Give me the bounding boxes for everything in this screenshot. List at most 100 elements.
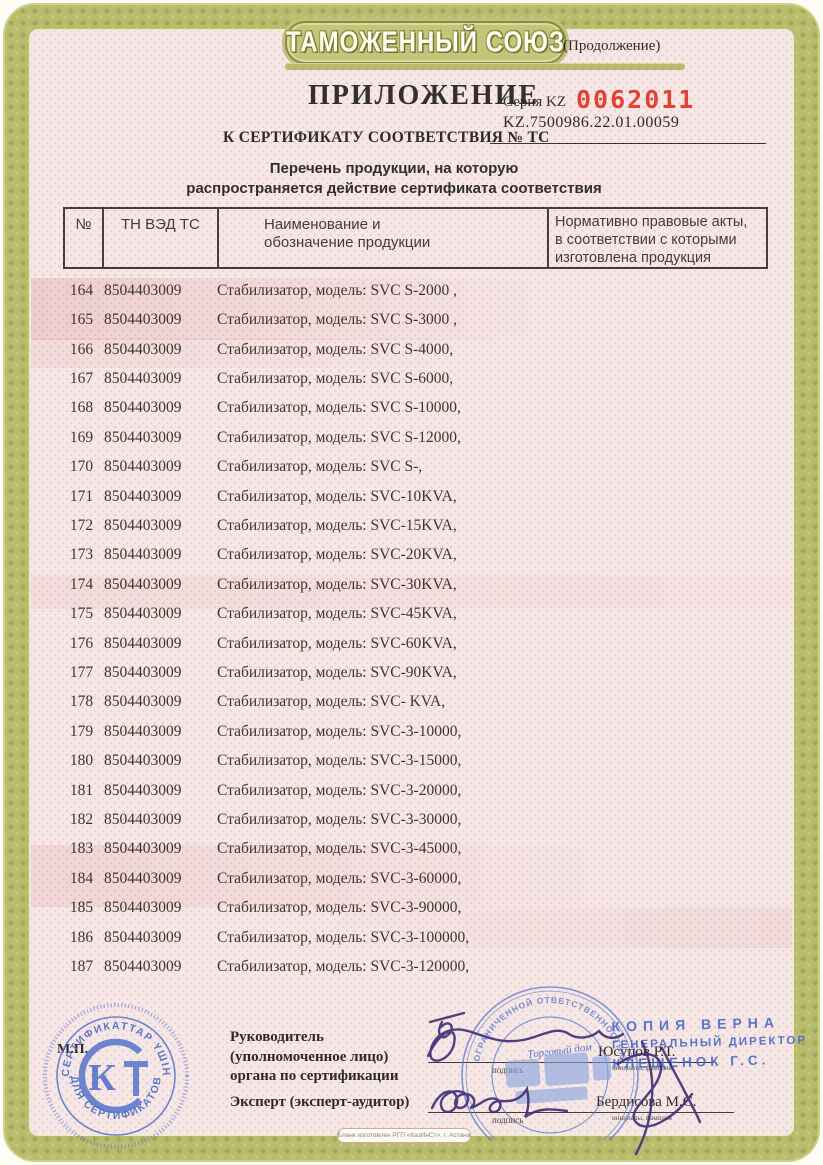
expert-signature (430, 1085, 569, 1118)
row-product-name: Стабилизатор, модель: SVC-3-15000, (217, 752, 462, 770)
director-signature-a (616, 1052, 694, 1128)
table-row: 166 8504403009 Стабилизатор, модель: SVC… (63, 335, 768, 364)
column-header-name-line2: обозначение продукции (264, 234, 431, 251)
table-row: 168 8504403009 Стабилизатор, модель: SVC… (63, 394, 768, 423)
row-tnved-code: 8504403009 (104, 281, 182, 299)
row-tnved-code: 8504403009 (104, 899, 182, 917)
column-header-acts-line2: в соответствии с которыми (555, 232, 737, 248)
row-number: 179 (69, 722, 94, 740)
product-table-body: 164 8504403009 Стабилизатор, модель: SVC… (63, 276, 768, 982)
row-tnved-code: 8504403009 (104, 458, 182, 476)
expert-signature-line (428, 1112, 608, 1113)
head-signature (426, 1028, 625, 1062)
row-product-name: Стабилизатор, модель: SVC-3-100000, (217, 928, 470, 946)
certificate-subtitle: К СЕРТИФИКАТУ СООТВЕТСТВИЯ № ТС (223, 129, 550, 146)
row-tnved-code: 8504403009 (104, 958, 182, 976)
table-row: 181 8504403009 Стабилизатор, модель: SVC… (63, 776, 768, 805)
svg-text:СЕРТИФИКАТТАР ҮШІН: СЕРТИФИКАТТАР ҮШІН (60, 1020, 172, 1077)
column-header-acts: Нормативно правовые акты, в соответствии… (547, 209, 766, 267)
expert-name-caption: инициалы, фамилия (612, 1114, 672, 1122)
director-signature-b (634, 1040, 654, 1156)
handwritten-signatures (426, 1011, 702, 1156)
row-tnved-code: 8504403009 (104, 840, 182, 858)
table-row: 172 8504403009 Стабилизатор, модель: SVC… (63, 511, 768, 540)
blank-manufacturer-note: Бланк изготовлен РГП «КазИнСт», г. Астан… (337, 1128, 471, 1143)
row-number: 182 (69, 811, 94, 829)
row-product-name: Стабилизатор, модель: SVC S-2000 , (217, 281, 458, 299)
row-product-name: Стабилизатор, модель: SVC-60KVA, (217, 634, 457, 652)
banner-underline-bar (285, 63, 685, 70)
row-tnved-code: 8504403009 (104, 399, 182, 417)
row-tnved-code: 8504403009 (104, 311, 182, 329)
customs-union-banner: ТАМОЖЕННЫЙ СОЮЗ (285, 21, 566, 64)
row-tnved-code: 8504403009 (104, 369, 182, 387)
head-role-line2: (уполномоченное лицо) (230, 1048, 389, 1065)
stamp-arc-top-text: СЕРТИФИКАТТАР ҮШІН (60, 1020, 171, 1077)
row-number: 180 (69, 752, 94, 770)
table-row: 180 8504403009 Стабилизатор, модель: SVC… (63, 747, 768, 776)
company-stamp-logo (505, 1052, 612, 1105)
signature-flourish (428, 1011, 466, 1039)
row-tnved-code: 8504403009 (104, 722, 182, 740)
banner-title: ТАМОЖЕННЫЙ СОЮЗ (286, 25, 565, 58)
row-tnved-code: 8504403009 (104, 516, 182, 534)
column-header-num: № (75, 216, 92, 233)
row-number: 181 (69, 781, 94, 799)
row-product-name: Стабилизатор, модель: SVC-3-45000, (217, 840, 462, 858)
row-product-name: Стабилизатор, модель: SVC-30KVA, (217, 575, 457, 593)
certificate-sheet (29, 29, 794, 1136)
row-product-name: Стабилизатор, модель: SVC-10KVA, (217, 487, 457, 505)
row-product-name: Стабилизатор, модель: SVC-3-30000, (217, 811, 462, 829)
row-number: 172 (69, 516, 94, 534)
row-number: 185 (69, 899, 94, 917)
document-title: ПРИЛОЖЕНИЕ (308, 80, 540, 111)
series-label: Серия KZ (503, 94, 567, 110)
product-list-title-line2: распространяется действие сертификата со… (186, 179, 602, 197)
row-product-name: Стабилизатор, модель: SVC- KVA, (217, 693, 446, 711)
expert-role-label: Эксперт (эксперт-аудитор) (230, 1094, 410, 1110)
table-row: 176 8504403009 Стабилизатор, модель: SVC… (63, 629, 768, 658)
row-product-name: Стабилизатор, модель: SVC S-3000 , (217, 311, 458, 329)
row-product-name: Стабилизатор, модель: SVC-90KVA, (217, 663, 457, 681)
certificate-number-underline (490, 143, 766, 144)
row-tnved-code: 8504403009 (104, 428, 182, 446)
row-number: 165 (69, 311, 94, 329)
table-row: 174 8504403009 Стабилизатор, модель: SVC… (63, 570, 768, 599)
continuation-note: (Продолжение) (563, 38, 661, 54)
row-product-name: Стабилизатор, модель: SVC-3-20000, (217, 781, 462, 799)
table-row: 165 8504403009 Стабилизатор, модель: SVC… (63, 305, 768, 334)
head-role-label: Руководитель (уполномоченное лицо) орган… (230, 1028, 398, 1087)
table-row: 182 8504403009 Стабилизатор, модель: SVC… (63, 805, 768, 834)
row-tnved-code: 8504403009 (104, 811, 182, 829)
table-row: 177 8504403009 Стабилизатор, модель: SVC… (63, 658, 768, 687)
head-role-line3: органа по сертификации (230, 1068, 399, 1084)
company-round-stamp: ОГРАНИЧЕННОЙ ОТВЕТСТВЕННОСТЬЮ Торговый д… (461, 986, 639, 1140)
column-header-acts-line1: Нормативно правовые акты, (555, 214, 748, 230)
table-row: 164 8504403009 Стабилизатор, модель: SVC… (63, 276, 768, 305)
certificate-number: KZ.7500986.22.01.00059 (503, 114, 680, 131)
row-product-name: Стабилизатор, модель: SVC-3-90000, (217, 899, 462, 917)
row-product-name: Стабилизатор, модель: SVC-45KVA, (217, 605, 457, 623)
row-number: 178 (69, 693, 94, 711)
column-header-name: Наименование и обозначение продукции (217, 209, 547, 267)
row-number: 166 (69, 340, 94, 358)
row-product-name: Стабилизатор, модель: SVC S-12000, (217, 428, 461, 446)
table-row: 187 8504403009 Стабилизатор, модель: SVC… (63, 952, 768, 981)
row-tnved-code: 8504403009 (104, 928, 182, 946)
row-tnved-code: 8504403009 (104, 575, 182, 593)
row-tnved-code: 8504403009 (104, 546, 182, 564)
row-number: 187 (69, 958, 94, 976)
table-row: 179 8504403009 Стабилизатор, модель: SVC… (63, 717, 768, 746)
product-list-title-line1: Перечень продукции, на которую (269, 160, 519, 177)
row-number: 168 (69, 399, 94, 417)
table-row: 175 8504403009 Стабилизатор, модель: SVC… (63, 599, 768, 628)
row-number: 164 (69, 281, 94, 299)
row-number: 176 (69, 634, 94, 652)
row-product-name: Стабилизатор, модель: SVC S-4000, (217, 340, 454, 358)
row-tnved-code: 8504403009 (104, 781, 182, 799)
row-number: 171 (69, 487, 94, 505)
expert-signature-caption: подпись (492, 1115, 524, 1125)
row-number: 173 (69, 546, 94, 564)
row-tnved-code: 8504403009 (104, 487, 182, 505)
row-product-name: Стабилизатор, модель: SVC-3-120000, (217, 958, 470, 976)
